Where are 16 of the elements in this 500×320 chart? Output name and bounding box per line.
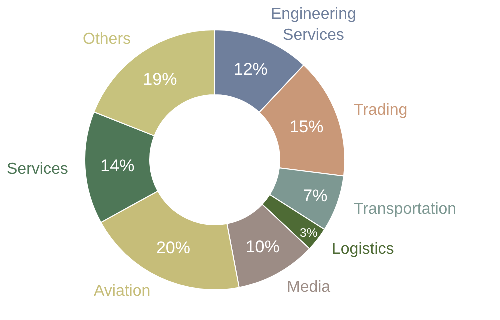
data-label: 19% — [143, 70, 178, 89]
slice-label: Engineering Services — [271, 6, 356, 44]
slice-label: Transportation — [354, 201, 457, 218]
slice-label: Aviation — [94, 283, 151, 300]
slice-label: Services — [7, 161, 68, 178]
slice-label: Others — [83, 31, 132, 48]
data-label: 15% — [290, 117, 324, 136]
data-label: 7% — [303, 186, 328, 206]
slice-label: Media — [287, 279, 331, 296]
slice-label: Logistics — [332, 241, 394, 258]
slice-label: Trading — [354, 102, 408, 119]
data-label: 12% — [234, 60, 268, 79]
data-label: 14% — [100, 156, 135, 176]
data-label: 3% — [300, 226, 318, 240]
data-label: 10% — [246, 238, 280, 257]
data-label: 20% — [156, 238, 190, 258]
